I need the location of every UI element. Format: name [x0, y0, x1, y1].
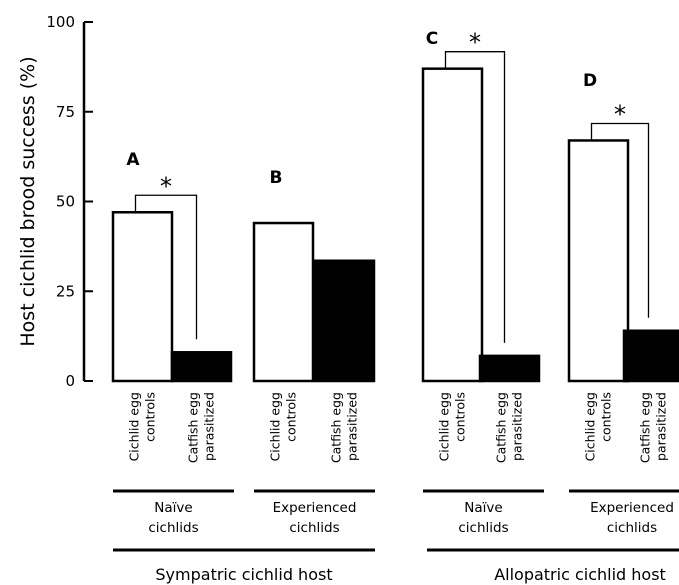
category-label-line1: Catfish egg [494, 392, 509, 463]
bar-a-parasitized [170, 351, 233, 383]
category-label-line1: Catfish egg [329, 392, 344, 463]
group-label-line2: cichlids [607, 520, 657, 536]
panel-label-c: C [426, 29, 438, 49]
group-label-line2: cichlids [458, 520, 508, 536]
bar-b-controls [252, 221, 315, 383]
category-label-line1: Cichlid egg [583, 392, 598, 461]
y-tick-label: 25 [56, 282, 75, 300]
category-label: Cichlid egg controls [127, 392, 158, 461]
panel-label-d: D [583, 71, 597, 91]
bar-a-controls [111, 211, 174, 383]
y-axis-label: Host cichlid brood success (%) [17, 56, 39, 346]
category-label: Cichlid egg controls [268, 392, 299, 461]
group-labels: Naïve cichlids Experienced cichlids Naïve cic… [113, 489, 679, 584]
bar-c-parasitized [478, 354, 541, 383]
category-label: Cichlid egg controls [583, 392, 614, 461]
significance-asterisk: * [614, 100, 626, 128]
category-label-line1: Catfish egg [638, 392, 653, 463]
category-label-line1: Cichlid egg [437, 392, 452, 461]
category-label-line1: Cichlid egg [127, 392, 142, 461]
y-tick-label: 50 [56, 193, 75, 211]
group-label-line2: cichlids [289, 520, 339, 536]
category-label-line2: controls [284, 392, 299, 442]
category-label-line2: controls [599, 392, 614, 442]
significance-bracket [134, 194, 198, 340]
y-tick-label: 100 [46, 13, 75, 31]
significance-asterisk: * [160, 172, 172, 200]
group-label-line2: cichlids [148, 520, 198, 536]
host-label: Allopatric cichlid host [494, 565, 666, 584]
host-label: Sympatric cichlid host [155, 565, 332, 584]
group-label-line1: Naïve [154, 500, 192, 516]
category-label-line2: parasitized [654, 392, 669, 461]
category-label-line2: parasitized [345, 392, 360, 461]
y-tick-label: 75 [56, 103, 75, 121]
y-axis-title: Host cichlid brood success (%) [17, 56, 39, 346]
category-label-line2: controls [453, 392, 468, 442]
bar-d-controls [567, 139, 630, 383]
group-label-line1: Experienced [590, 500, 674, 516]
category-label-line2: parasitized [510, 392, 525, 461]
significance-bracket [444, 51, 506, 343]
bar-c-controls [421, 67, 484, 383]
category-label: Cichlid egg controls [437, 392, 468, 461]
category-label: Catfish egg parasitized [494, 392, 525, 463]
panel-label-b: B [270, 168, 283, 188]
bars: A * B C * D * [111, 29, 679, 383]
bar-d-parasitized [622, 329, 679, 383]
y-axis: 0 25 50 75 100 [46, 13, 93, 390]
bar-b-parasitized [313, 259, 376, 383]
significance-asterisk: * [469, 29, 481, 57]
category-label-line1: Catfish egg [186, 392, 201, 463]
category-label-line1: Cichlid egg [268, 392, 283, 461]
significance-bracket [590, 122, 650, 318]
y-tick-label: 0 [65, 372, 75, 390]
category-label-line2: controls [143, 392, 158, 442]
category-labels: Cichlid egg controls Catfish egg parasitize… [127, 392, 669, 463]
category-label: Catfish egg parasitized [329, 392, 360, 463]
group-label-line1: Naïve [464, 500, 502, 516]
panel-label-a: A [126, 150, 140, 170]
category-label: Catfish egg parasitized [186, 392, 217, 463]
category-label: Catfish egg parasitized [638, 392, 669, 463]
category-label-line2: parasitized [202, 392, 217, 461]
group-label-line1: Experienced [273, 500, 357, 516]
